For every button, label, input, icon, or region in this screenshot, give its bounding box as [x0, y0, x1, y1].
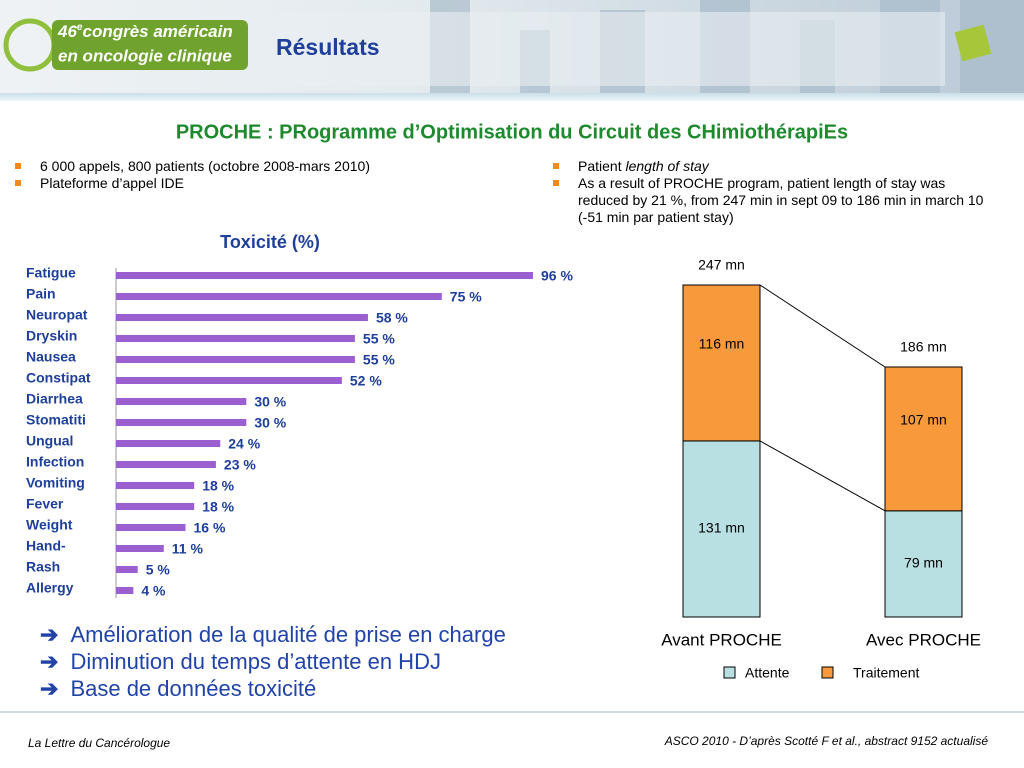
bar [116, 545, 164, 552]
bar [116, 566, 138, 573]
header-stripe [0, 93, 1024, 101]
category-label: Hand- [26, 538, 66, 554]
value-label: 55 % [363, 331, 395, 347]
stack-segment [682, 440, 761, 618]
left-bullets: 6 000 appels, 800 patients (octobre 2008… [12, 158, 512, 192]
category-label: Neuropat [26, 307, 88, 323]
green-square [954, 24, 992, 62]
charts: Toxicité (%) Fatigue 96 % Pain 75 % Neuropat 5… [26, 232, 981, 681]
subtitle: PROCHE : PRogramme d’Optimisation du Cir… [176, 121, 848, 143]
bar [116, 293, 442, 300]
logo-number: 46 [57, 22, 77, 41]
bullet: Patient length of stay [550, 158, 1000, 175]
bar [116, 419, 247, 426]
bullet-italic: length of stay [625, 158, 709, 174]
segment-label: 131 mn [698, 520, 745, 536]
category-label: Fever [26, 496, 64, 512]
bar [116, 524, 186, 531]
value-label: 5 % [146, 562, 171, 578]
legend-swatch [723, 666, 736, 679]
segment-label: 116 mn [699, 336, 745, 352]
value-label: 75 % [450, 289, 482, 305]
value-label: 58 % [376, 310, 408, 326]
category-label: Nausea [26, 349, 76, 365]
logo-bg [52, 20, 248, 70]
category-label: Vomiting [26, 475, 85, 491]
category-label: Avant PROCHE [661, 630, 782, 649]
bar [116, 398, 247, 405]
bar [116, 377, 342, 384]
conclusion: Diminution du temps d’attente en HDJ [40, 648, 506, 675]
legend-swatch [821, 666, 834, 679]
total-label: 186 mn [900, 339, 947, 355]
segment-label: 79 mn [904, 555, 943, 571]
bar [116, 335, 355, 342]
stack-segment [884, 366, 963, 512]
value-label: 30 % [254, 394, 286, 410]
category-label: Dryskin [26, 328, 77, 344]
conclusion: Base de données toxicité [40, 675, 506, 702]
category-label: Rash [26, 559, 60, 575]
logo-line2: en oncologie clinique [58, 46, 232, 65]
chart-title: Toxicité (%) [220, 232, 320, 252]
connector [759, 440, 886, 512]
conclusion: Amélioration de la qualité de prise en c… [40, 621, 505, 648]
stack-segment [682, 284, 761, 442]
legend-label: Traitement [853, 665, 920, 681]
value-label: 18 % [202, 478, 234, 494]
logo-line1: 46econgrès américain [57, 22, 233, 42]
category-label: Infection [26, 454, 84, 470]
bullet: Plateforme d’appel IDE [12, 175, 512, 192]
bullet-text: Patient [578, 158, 622, 174]
slide-title: Résultats [276, 34, 380, 60]
category-label: Allergy [26, 580, 74, 596]
category-label: Avec PROCHE [866, 630, 981, 649]
value-label: 23 % [224, 457, 256, 473]
value-label: 18 % [202, 499, 234, 515]
category-label: Ungual [26, 433, 73, 449]
bar [116, 440, 221, 447]
category-label: Pain [26, 286, 56, 302]
bullet: As a result of PROCHE program, patient l… [550, 175, 988, 226]
footer-left: La Lettre du Cancérologue [28, 736, 171, 750]
value-label: 96 % [541, 268, 573, 284]
value-label: 16 % [194, 520, 226, 536]
category-label: Stomatiti [26, 412, 86, 428]
value-label: 11 % [172, 541, 204, 557]
bar [116, 503, 195, 510]
conclusions: Amélioration de la qualité de prise en c… [40, 621, 506, 702]
bar [116, 482, 195, 489]
logo-sup: e [77, 22, 83, 33]
bar [116, 461, 216, 468]
bar [116, 587, 134, 594]
category-label: Fatigue [26, 265, 76, 281]
bar [116, 272, 533, 279]
value-label: 30 % [254, 415, 286, 431]
total-label: 247 mn [698, 257, 745, 273]
category-label: Diarrhea [26, 391, 83, 407]
value-label: 52 % [350, 373, 382, 389]
bar [116, 356, 355, 363]
title-panel [275, 12, 945, 86]
footer-right: ASCO 2010 - D’après Scotté F et al., abs… [664, 734, 988, 748]
category-label: Constipat [26, 370, 91, 386]
value-label: 4 % [141, 583, 166, 599]
bullet: 6 000 appels, 800 patients (octobre 2008… [12, 158, 512, 175]
category-label: Weight [26, 517, 73, 533]
logo-text: congrès américain [82, 22, 232, 41]
bar [116, 314, 368, 321]
value-label: 55 % [363, 352, 395, 368]
value-label: 24 % [228, 436, 260, 452]
segment-label: 107 mn [900, 412, 947, 428]
right-bullets: Patient length of stay As a result of PR… [550, 158, 1000, 226]
connector [759, 284, 886, 368]
legend-label: Attente [745, 665, 790, 681]
